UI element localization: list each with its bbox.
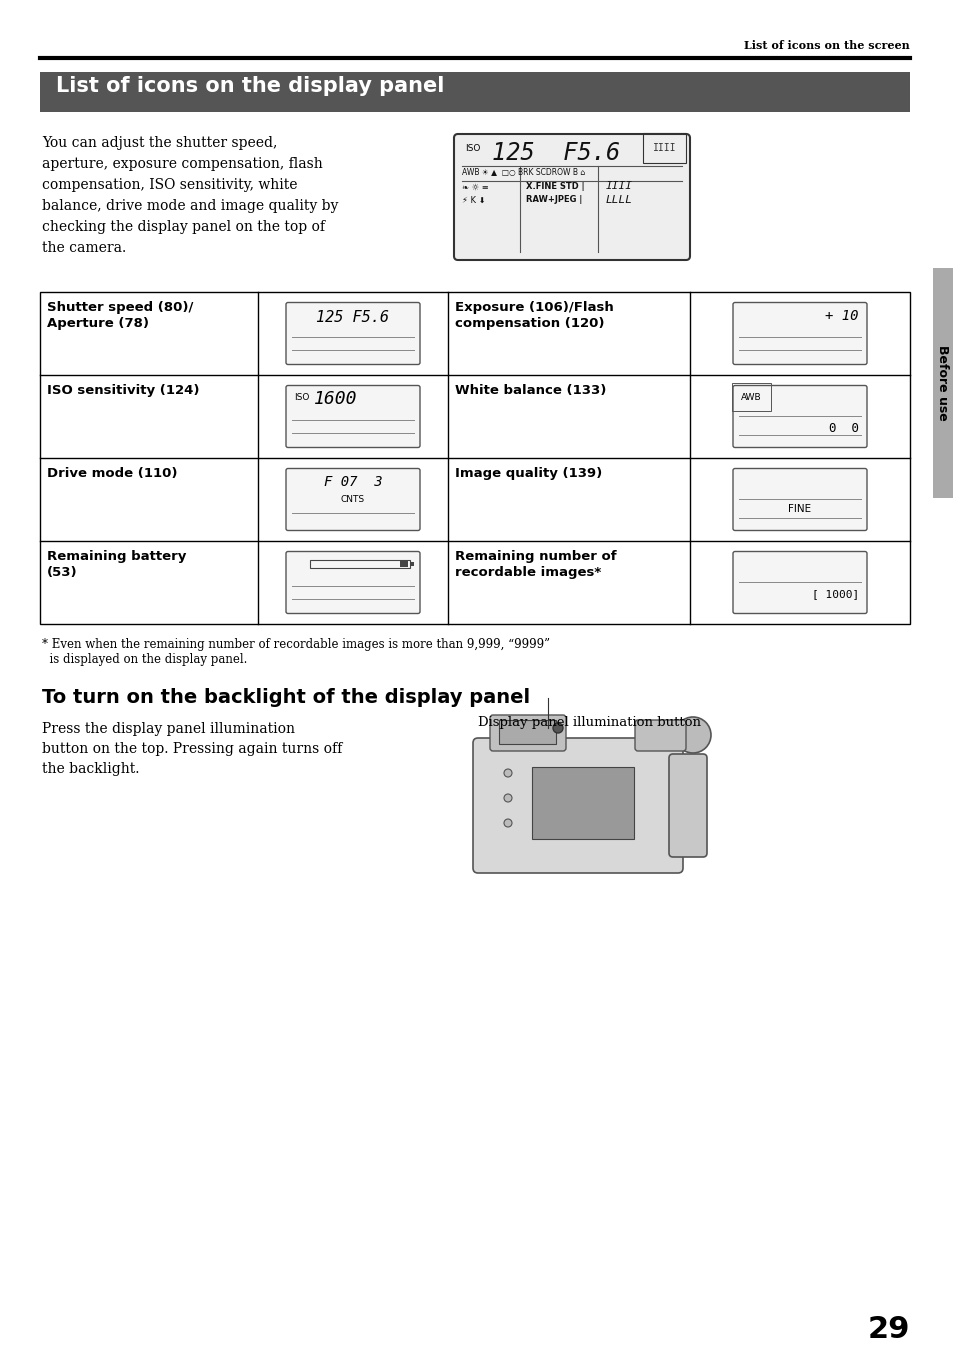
Text: is displayed on the display panel.: is displayed on the display panel. <box>42 654 247 666</box>
Circle shape <box>503 819 512 827</box>
Text: 29: 29 <box>866 1315 909 1344</box>
Bar <box>40 292 909 624</box>
Text: balance, drive mode and image quality by: balance, drive mode and image quality by <box>42 199 338 213</box>
Text: Remaining number of: Remaining number of <box>455 550 616 564</box>
Text: button on the top. Pressing again turns off: button on the top. Pressing again turns … <box>42 742 342 756</box>
Text: 125  F5.6: 125 F5.6 <box>492 141 619 165</box>
Bar <box>932 268 953 498</box>
Text: RAW+JPEG |: RAW+JPEG | <box>525 195 581 204</box>
Text: * Even when the remaining number of recordable images is more than 9,999, “9999”: * Even when the remaining number of reco… <box>42 638 550 651</box>
Text: FINE: FINE <box>787 504 811 515</box>
Text: recordable images*: recordable images* <box>455 566 600 578</box>
Circle shape <box>675 717 710 753</box>
Bar <box>399 561 408 566</box>
FancyBboxPatch shape <box>490 716 565 751</box>
FancyBboxPatch shape <box>732 303 866 364</box>
Text: White balance (133): White balance (133) <box>455 385 606 397</box>
FancyBboxPatch shape <box>532 767 634 839</box>
FancyBboxPatch shape <box>732 386 866 448</box>
FancyBboxPatch shape <box>286 386 419 448</box>
Text: ISO sensitivity (124): ISO sensitivity (124) <box>47 385 199 397</box>
Text: F 07  3: F 07 3 <box>323 475 382 488</box>
FancyBboxPatch shape <box>473 738 682 873</box>
Text: IIII: IIII <box>652 143 676 153</box>
FancyBboxPatch shape <box>668 755 706 857</box>
Text: 0  0: 0 0 <box>828 422 858 436</box>
Text: ISO: ISO <box>464 144 480 153</box>
Text: Shutter speed (80)/: Shutter speed (80)/ <box>47 301 193 313</box>
Text: LLLL: LLLL <box>605 195 633 204</box>
FancyBboxPatch shape <box>286 468 419 530</box>
FancyBboxPatch shape <box>286 303 419 364</box>
Text: X.FINE STD |: X.FINE STD | <box>525 182 584 191</box>
FancyBboxPatch shape <box>635 720 685 751</box>
Text: Exposure (106)/Flash: Exposure (106)/Flash <box>455 301 613 313</box>
Text: the backlight.: the backlight. <box>42 763 139 776</box>
Text: ⚡ K ⬇: ⚡ K ⬇ <box>461 196 485 204</box>
Text: ISO: ISO <box>294 393 309 402</box>
Text: Aperture (78): Aperture (78) <box>47 317 149 330</box>
FancyBboxPatch shape <box>286 551 419 613</box>
Text: Image quality (139): Image quality (139) <box>455 467 601 480</box>
Circle shape <box>503 769 512 777</box>
Text: IIII: IIII <box>605 182 633 191</box>
Text: You can adjust the shutter speed,: You can adjust the shutter speed, <box>42 136 277 151</box>
Text: AWB: AWB <box>740 393 760 402</box>
Text: compensation, ISO sensitivity, white: compensation, ISO sensitivity, white <box>42 178 297 192</box>
FancyBboxPatch shape <box>454 134 689 260</box>
Text: 125 F5.6: 125 F5.6 <box>316 311 389 325</box>
Text: List of icons on the screen: List of icons on the screen <box>743 40 909 51</box>
Text: Drive mode (110): Drive mode (110) <box>47 467 177 480</box>
Text: + 10: + 10 <box>824 309 858 324</box>
Text: compensation (120): compensation (120) <box>455 317 604 330</box>
Circle shape <box>553 724 562 733</box>
Text: Display panel illumination button: Display panel illumination button <box>477 716 700 729</box>
Text: 1600: 1600 <box>314 390 357 409</box>
Text: Press the display panel illumination: Press the display panel illumination <box>42 722 294 736</box>
Text: checking the display panel on the top of: checking the display panel on the top of <box>42 221 325 234</box>
Bar <box>310 560 410 568</box>
Text: AWB ☀ ▲  □○ BRK SCDROW B ⌂: AWB ☀ ▲ □○ BRK SCDROW B ⌂ <box>461 168 584 178</box>
FancyBboxPatch shape <box>498 720 556 744</box>
Text: the camera.: the camera. <box>42 241 126 256</box>
Text: (53): (53) <box>47 566 77 578</box>
Text: ❧ ☼ ≡: ❧ ☼ ≡ <box>461 183 488 192</box>
Text: To turn on the backlight of the display panel: To turn on the backlight of the display … <box>42 689 530 707</box>
FancyBboxPatch shape <box>732 468 866 530</box>
Text: [ 1000]: [ 1000] <box>811 589 858 600</box>
Bar <box>410 561 414 565</box>
FancyBboxPatch shape <box>732 551 866 613</box>
Text: List of icons on the display panel: List of icons on the display panel <box>56 77 444 95</box>
Text: CNTS: CNTS <box>340 495 365 503</box>
Text: aperture, exposure compensation, flash: aperture, exposure compensation, flash <box>42 157 322 171</box>
Bar <box>40 73 909 112</box>
Text: Remaining battery: Remaining battery <box>47 550 186 564</box>
Text: Before use: Before use <box>936 346 948 421</box>
Circle shape <box>503 794 512 802</box>
